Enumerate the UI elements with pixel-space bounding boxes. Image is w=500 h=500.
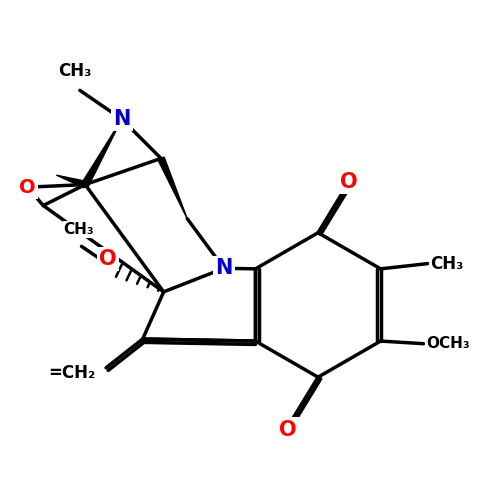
Polygon shape xyxy=(158,157,187,218)
Text: N: N xyxy=(113,109,130,129)
Text: =CH₂: =CH₂ xyxy=(48,364,96,382)
Text: O: O xyxy=(99,249,116,269)
Text: O: O xyxy=(340,172,357,192)
Polygon shape xyxy=(56,175,86,188)
Text: CH₃: CH₃ xyxy=(64,222,94,237)
Text: N: N xyxy=(215,258,232,278)
Polygon shape xyxy=(82,119,122,186)
Text: CH₃: CH₃ xyxy=(58,62,92,80)
Text: OCH₃: OCH₃ xyxy=(426,336,470,351)
Text: CH₃: CH₃ xyxy=(430,254,464,272)
Text: O: O xyxy=(19,178,36,197)
Text: O: O xyxy=(279,420,296,440)
